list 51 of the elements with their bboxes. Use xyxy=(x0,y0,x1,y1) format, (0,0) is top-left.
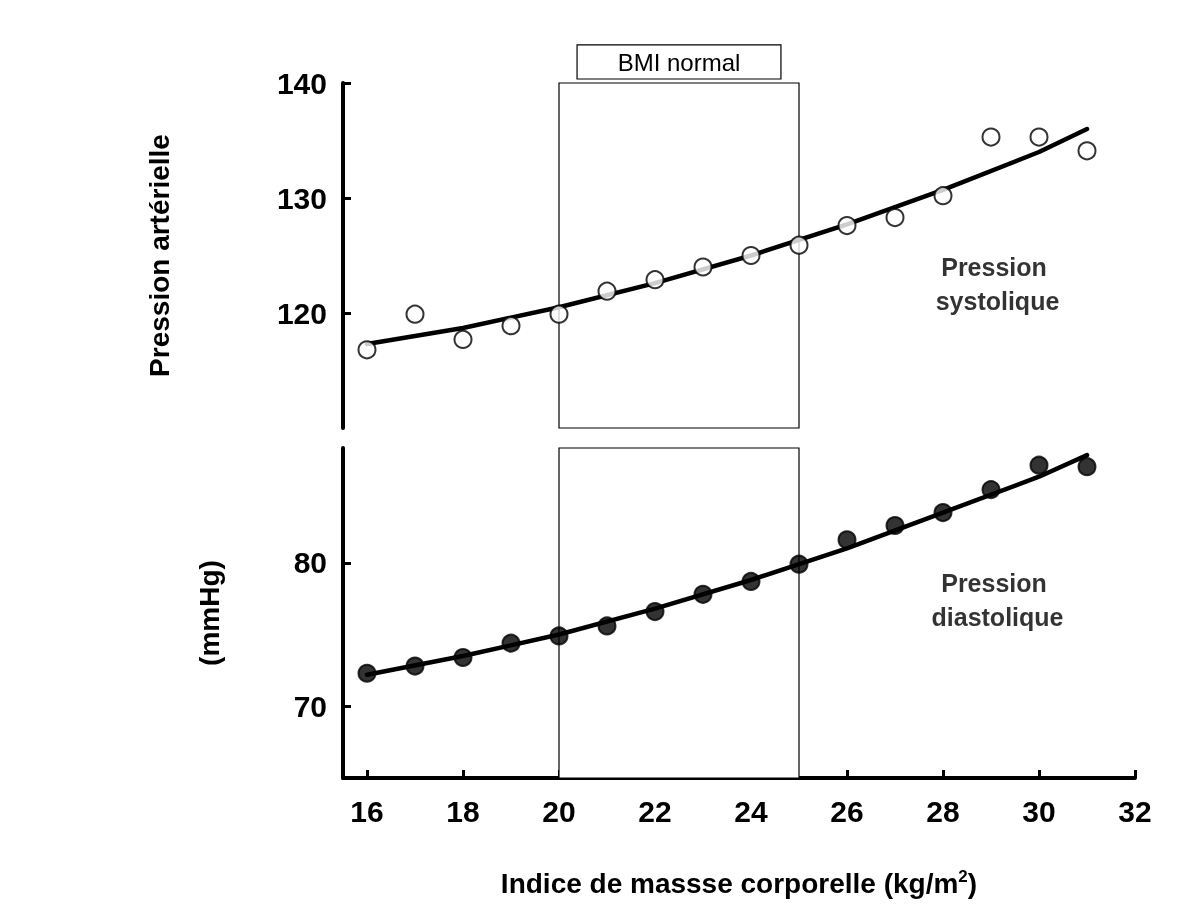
point xyxy=(549,304,569,324)
point xyxy=(885,515,905,535)
y-tick-label: 140 xyxy=(276,66,327,100)
x-tick-label: 26 xyxy=(830,794,864,828)
point xyxy=(357,340,377,360)
point xyxy=(501,633,521,653)
y-tick-label: 70 xyxy=(293,689,327,723)
point xyxy=(933,186,953,206)
y-tick-label: 130 xyxy=(276,181,327,215)
point xyxy=(453,647,473,667)
point xyxy=(453,329,473,349)
x-tick-label: 30 xyxy=(1022,794,1056,828)
x-tick-label: 24 xyxy=(734,794,768,828)
point xyxy=(1029,127,1049,147)
point xyxy=(597,281,617,301)
point xyxy=(693,257,713,277)
point xyxy=(837,530,857,550)
series-label: Pression diastolique xyxy=(931,569,1064,632)
point xyxy=(789,235,809,255)
series-label: Pression systolique xyxy=(935,253,1060,316)
point xyxy=(741,571,761,591)
x-tick-label: 22 xyxy=(638,794,672,828)
y-axis-title: Pression artérielle xyxy=(143,134,175,377)
x-tick-label: 20 xyxy=(542,794,576,828)
x-tick-label: 16 xyxy=(350,794,384,828)
point xyxy=(885,208,905,228)
point xyxy=(405,304,425,324)
point xyxy=(1077,141,1097,161)
y-tick-label: 120 xyxy=(276,296,327,330)
point xyxy=(693,584,713,604)
point xyxy=(597,616,617,636)
point xyxy=(789,554,809,574)
point xyxy=(741,246,761,265)
point xyxy=(357,663,377,683)
band-label: BMI normal xyxy=(617,48,741,76)
y-tick-label: 80 xyxy=(293,546,327,580)
point xyxy=(1029,455,1049,475)
point xyxy=(645,270,665,290)
point xyxy=(837,216,857,236)
y-axis-title: (mmHg) xyxy=(193,560,225,666)
point xyxy=(981,127,1001,147)
point xyxy=(1077,457,1097,477)
point xyxy=(981,480,1001,500)
point xyxy=(501,316,521,336)
point xyxy=(933,503,953,523)
point xyxy=(405,656,425,676)
x-tick-label: 32 xyxy=(1118,794,1152,828)
point xyxy=(645,602,665,622)
x-tick-label: 28 xyxy=(926,794,960,828)
x-tick-label: 18 xyxy=(446,794,480,828)
point xyxy=(549,626,569,646)
